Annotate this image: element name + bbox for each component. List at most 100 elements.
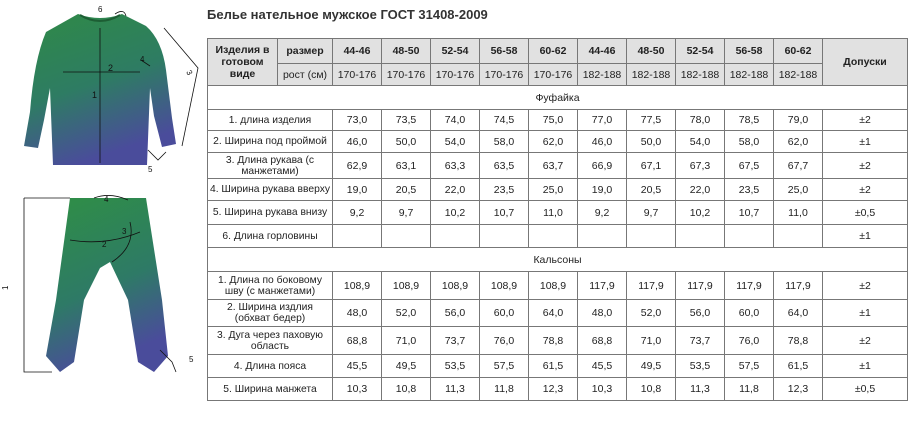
- garment-diagram: 6 2 4 1 3 5 4 2 3 1 5: [1, 5, 199, 373]
- value-cell: 11,0: [528, 200, 578, 225]
- value-cell: 12,3: [528, 377, 578, 401]
- value-cell: 53,5: [675, 354, 725, 378]
- value-cell: 56,0: [675, 299, 725, 327]
- value-cell: 67,1: [626, 152, 676, 179]
- value-cell: 73,5: [381, 109, 431, 131]
- value-cell: [332, 224, 382, 248]
- row-name: 1. Длина по боковому шву (с манжетами): [207, 271, 333, 300]
- page-title: Белье нательное мужское ГОСТ 31408-2009: [207, 7, 488, 22]
- table-row: 5. Ширина рукава внизу 9,2 9,7 10,2 10,7 11,0…: [207, 200, 908, 225]
- value-cell: 67,5: [724, 152, 774, 179]
- value-cell: 60,0: [479, 299, 529, 327]
- header-height-cell: 182-188: [626, 63, 676, 86]
- value-cell: 67,7: [773, 152, 823, 179]
- value-cell: 61,5: [528, 354, 578, 378]
- value-cell: 19,0: [577, 178, 627, 201]
- value-cell: 11,8: [724, 377, 774, 401]
- value-cell: 71,0: [381, 326, 431, 355]
- table-row: 5. Ширина манжета 10,3 10,8 11,3 11,8 12,3 10,…: [207, 377, 908, 401]
- value-cell: 52,0: [626, 299, 676, 327]
- value-cell: [724, 224, 774, 248]
- value-cell: 20,5: [626, 178, 676, 201]
- value-cell: 78,8: [528, 326, 578, 355]
- value-cell: 73,7: [675, 326, 725, 355]
- header-height-cell: 170-176: [528, 63, 578, 86]
- header-height: рост (см): [277, 63, 333, 86]
- value-cell: 12,3: [773, 377, 823, 401]
- row-name: 3. Длина рукава (с манжетами): [207, 152, 333, 179]
- value-cell: 45,5: [332, 354, 382, 378]
- value-cell: 58,0: [724, 130, 774, 153]
- header-height-cell: 182-188: [675, 63, 725, 86]
- value-cell: 77,0: [577, 109, 627, 131]
- pants-label-3: 3: [122, 227, 127, 236]
- table-row: 3. Дуга через паховую область 68,8 71,0 73,…: [207, 326, 908, 355]
- value-cell: 108,9: [381, 271, 431, 300]
- section-title: Фуфайка: [207, 85, 908, 110]
- value-cell: 71,0: [626, 326, 676, 355]
- value-cell: 23,5: [479, 178, 529, 201]
- header-size-cell: 48-50: [381, 38, 431, 64]
- value-cell: 63,5: [479, 152, 529, 179]
- value-cell: 64,0: [773, 299, 823, 327]
- tolerance-cell: ±1: [822, 299, 908, 327]
- header-height-cell: 182-188: [577, 63, 627, 86]
- height-header-row: рост (см) 170-176 170-176 170-176 170-17…: [208, 63, 908, 86]
- garment-figures: 6 2 4 1 3 5 4 2 3 1 5: [0, 0, 200, 441]
- table-row: 1. Длина по боковому шву (с манжетами) 10…: [207, 271, 908, 300]
- value-cell: 45,5: [577, 354, 627, 378]
- value-cell: [528, 224, 578, 248]
- value-cell: 25,0: [773, 178, 823, 201]
- value-cell: 64,0: [528, 299, 578, 327]
- header-size-cell: 44-46: [332, 38, 382, 64]
- table-row: 6. Длина горловины ±1: [207, 224, 908, 248]
- value-cell: 10,3: [577, 377, 627, 401]
- value-cell: 46,0: [577, 130, 627, 153]
- header-size-cell: 60-62: [773, 38, 823, 64]
- value-cell: 77,5: [626, 109, 676, 131]
- value-cell: 78,5: [724, 109, 774, 131]
- value-cell: 10,8: [381, 377, 431, 401]
- table-row: 2. Ширина под проймой 46,0 50,0 54,0 58,0 62,…: [207, 130, 908, 153]
- value-cell: 73,7: [430, 326, 480, 355]
- value-cell: 10,7: [479, 200, 529, 225]
- tolerance-cell: ±2: [822, 271, 908, 300]
- header-height-cell: 170-176: [381, 63, 431, 86]
- row-name: 4. Длина пояса: [207, 354, 333, 378]
- shirt-label-4: 4: [140, 55, 145, 64]
- value-cell: 57,5: [479, 354, 529, 378]
- value-cell: 11,3: [430, 377, 480, 401]
- value-cell: 108,9: [528, 271, 578, 300]
- value-cell: 63,1: [381, 152, 431, 179]
- value-cell: 54,0: [675, 130, 725, 153]
- value-cell: 11,3: [675, 377, 725, 401]
- shirt-label-1: 1: [92, 90, 97, 100]
- value-cell: 11,0: [773, 200, 823, 225]
- header-size-cell: 44-46: [577, 38, 627, 64]
- pants-label-1: 1: [1, 285, 10, 290]
- value-cell: 49,5: [626, 354, 676, 378]
- value-cell: 62,9: [332, 152, 382, 179]
- tolerance-cell: ±1: [822, 354, 908, 378]
- header-height-cell: 182-188: [773, 63, 823, 86]
- value-cell: 117,9: [773, 271, 823, 300]
- value-cell: 68,8: [577, 326, 627, 355]
- tolerance-cell: ±2: [822, 178, 908, 201]
- value-cell: 48,0: [332, 299, 382, 327]
- tolerance-cell: ±2: [822, 152, 908, 179]
- header-item: Изделия в готовом виде: [207, 38, 278, 86]
- value-cell: 50,0: [381, 130, 431, 153]
- value-cell: 74,5: [479, 109, 529, 131]
- value-cell: 10,3: [332, 377, 382, 401]
- value-cell: 23,5: [724, 178, 774, 201]
- table-body: Фуфайка 1. длина изделия 73,0 73,5 74,0 74,5 7…: [207, 85, 908, 401]
- shirt-label-6: 6: [98, 5, 103, 14]
- value-cell: 108,9: [332, 271, 382, 300]
- header-size-cell: 56-58: [724, 38, 774, 64]
- value-cell: 66,9: [577, 152, 627, 179]
- value-cell: 50,0: [626, 130, 676, 153]
- row-name: 1. длина изделия: [207, 109, 333, 131]
- size-header-row: Изделия в готовом виде размер 44-46 48-5…: [207, 38, 908, 86]
- section-row: Фуфайка: [207, 85, 908, 110]
- value-cell: 57,5: [724, 354, 774, 378]
